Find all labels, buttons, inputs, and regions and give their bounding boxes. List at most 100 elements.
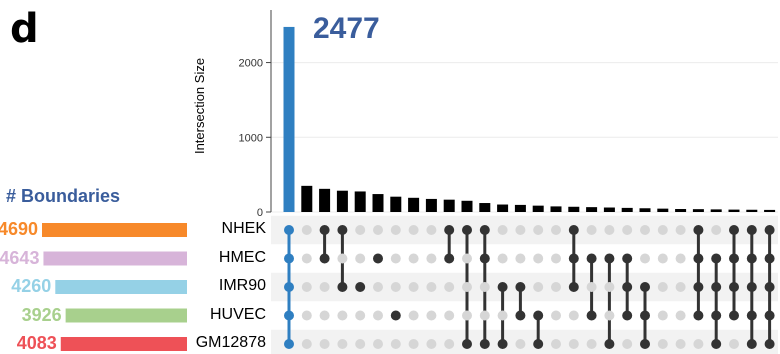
matrix-dot-inactive (675, 339, 686, 349)
matrix-dot-inactive (693, 339, 704, 349)
matrix-dot-inactive (373, 225, 383, 235)
matrix-dot-active (693, 225, 704, 235)
matrix-dot-inactive (390, 339, 401, 349)
matrix-dot-active (693, 310, 704, 321)
matrix-dot-active (444, 253, 455, 264)
matrix-dot-active (711, 339, 722, 349)
y-axis-label: Intersection Size (192, 58, 207, 154)
intersection-bar (621, 207, 633, 212)
intersection-bar (675, 209, 687, 212)
matrix-dot-inactive (426, 339, 437, 349)
matrix-dot-inactive (657, 282, 668, 292)
intersection-bar (479, 203, 491, 212)
matrix-dot-inactive (319, 282, 330, 292)
set-size-bar (65, 308, 187, 323)
matrix-dot-active (515, 310, 526, 321)
matrix-dot-active (729, 282, 739, 292)
matrix-dot-inactive (426, 253, 437, 264)
intersection-bar (390, 196, 402, 212)
matrix-dot-inactive (551, 225, 561, 235)
intersection-bar (603, 207, 615, 212)
matrix-dot-active (604, 339, 615, 349)
matrix-dot-active (462, 225, 472, 235)
matrix-dot-inactive (551, 310, 561, 321)
matrix-dot-inactive (533, 282, 544, 292)
intersection-bar (443, 199, 455, 212)
matrix-dot-inactive (355, 339, 366, 349)
matrix-dot-inactive (355, 225, 366, 235)
matrix-dot-active (729, 225, 739, 235)
matrix-dot-active (640, 339, 650, 349)
set-size-count: 4260 (11, 276, 52, 296)
matrix-dot-active (604, 253, 615, 264)
matrix-dot-inactive (337, 339, 348, 349)
matrix-dot-inactive (337, 253, 348, 264)
matrix-dot-inactive (675, 253, 686, 264)
intersection-bar (657, 208, 669, 212)
matrix-dot-inactive (462, 282, 472, 292)
y-axis-label-box: Intersection Size (192, 58, 207, 154)
matrix-dot-inactive (497, 253, 508, 264)
matrix-dot-active (337, 225, 348, 235)
intersection-bar (532, 205, 544, 212)
set-name-label: GM12878 (195, 334, 266, 351)
set-size-bar (60, 337, 187, 351)
set-name-label: IMR90 (218, 277, 266, 294)
intersection-bar (692, 209, 704, 212)
matrix-dot-active (479, 339, 490, 349)
matrix-dot-active (444, 225, 455, 235)
matrix-dot-active (479, 225, 490, 235)
matrix-dot-inactive (319, 339, 330, 349)
matrix-dot-inactive (373, 282, 383, 292)
matrix-dot-inactive (675, 282, 686, 292)
matrix-dot-inactive (515, 253, 526, 264)
set-size-bar (43, 251, 187, 266)
matrix-dot-inactive (729, 339, 739, 349)
intersection-bar (336, 190, 348, 212)
intersection-bar (301, 185, 313, 212)
matrix-dot-active (746, 310, 757, 321)
matrix-dot-inactive (568, 339, 579, 349)
y-tick-label: 2000 (239, 58, 263, 70)
matrix-dot-active (533, 339, 544, 349)
matrix-dot-active (284, 253, 294, 264)
matrix-dot-inactive (319, 310, 330, 321)
matrix-dot-inactive (622, 339, 633, 349)
matrix-dot-inactive (462, 253, 472, 264)
matrix-dot-inactive (479, 282, 490, 292)
matrix-dot-inactive (675, 310, 686, 321)
matrix-dot-active (711, 253, 722, 264)
matrix-dot-inactive (657, 339, 668, 349)
matrix-dot-inactive (390, 282, 401, 292)
matrix-dot-inactive (337, 310, 348, 321)
matrix-dot-active (568, 282, 579, 292)
matrix-dot-inactive (586, 225, 597, 235)
matrix-dot-active (622, 282, 633, 292)
intersection-bar (497, 204, 509, 212)
matrix-dot-inactive (533, 225, 544, 235)
matrix-dot-inactive (604, 310, 615, 321)
matrix-dot-inactive (657, 253, 668, 264)
matrix-dot-inactive (604, 225, 615, 235)
matrix-dot-active (764, 282, 775, 292)
set-size-bar (42, 223, 187, 237)
matrix-dot-active (764, 225, 775, 235)
matrix-dot-active (390, 310, 401, 321)
intersection-bar (728, 209, 740, 212)
matrix-dot-inactive (373, 310, 383, 321)
matrix-dot-inactive (711, 225, 722, 235)
intersection-bar (568, 206, 580, 212)
matrix-dot-inactive (640, 225, 650, 235)
matrix-dot-active (568, 253, 579, 264)
matrix-dot-active (729, 310, 739, 321)
matrix-dot-inactive (444, 282, 455, 292)
matrix-dot-active (622, 253, 633, 264)
set-size-count: 4643 (0, 247, 40, 268)
set-size-count: 3926 (21, 304, 62, 325)
y-tick-label: 0 (257, 207, 263, 219)
matrix-dot-inactive (444, 310, 455, 321)
intersection-bar (408, 197, 420, 212)
matrix-dot-inactive (551, 339, 561, 349)
matrix-dot-active (622, 310, 633, 321)
y-tick-label: 1000 (239, 132, 263, 144)
